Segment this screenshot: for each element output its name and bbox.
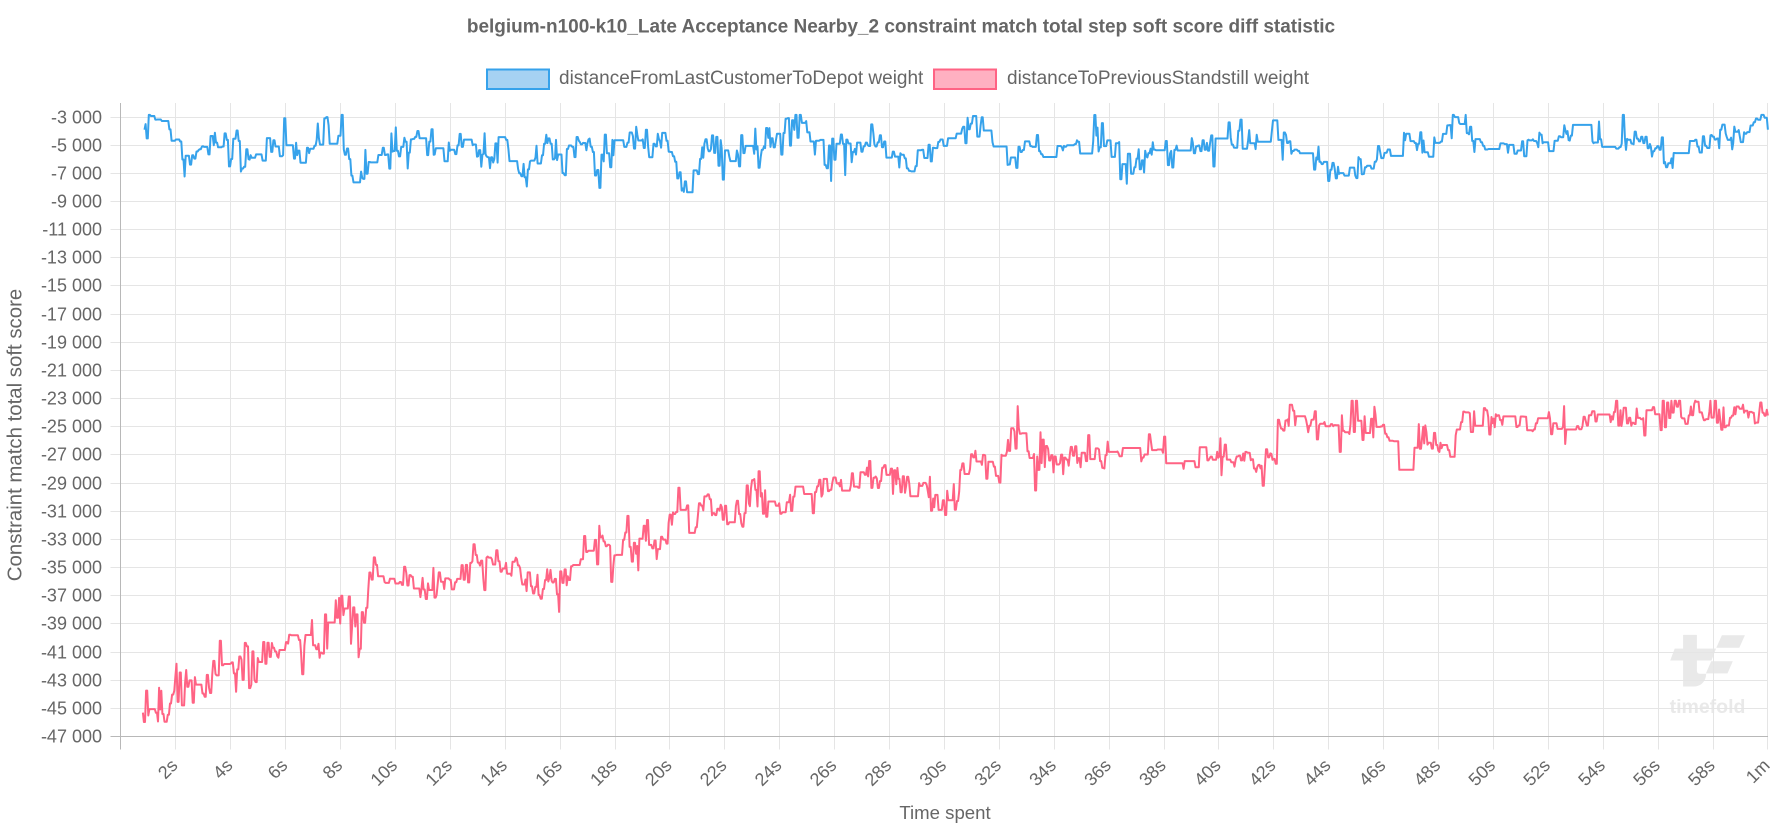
svg-text:-19 000: -19 000 — [41, 333, 102, 353]
svg-text:-45 000: -45 000 — [41, 699, 102, 719]
svg-text:-21 000: -21 000 — [41, 361, 102, 381]
svg-text:-29 000: -29 000 — [41, 474, 102, 494]
svg-text:-11 000: -11 000 — [42, 220, 102, 240]
svg-text:-5 000: -5 000 — [51, 136, 102, 156]
svg-text:-7 000: -7 000 — [51, 164, 102, 184]
svg-text:-27 000: -27 000 — [41, 445, 102, 465]
svg-text:-41 000: -41 000 — [41, 643, 102, 663]
svg-text:Time spent: Time spent — [899, 802, 991, 823]
svg-text:-33 000: -33 000 — [41, 530, 102, 550]
svg-text:-23 000: -23 000 — [41, 389, 102, 409]
svg-text:-35 000: -35 000 — [41, 558, 102, 578]
svg-text:distanceFromLastCustomerToDepo: distanceFromLastCustomerToDepot weight — [559, 68, 924, 89]
svg-text:-31 000: -31 000 — [41, 502, 102, 522]
svg-text:-43 000: -43 000 — [41, 671, 102, 691]
svg-text:-13 000: -13 000 — [41, 248, 102, 268]
svg-text:Constraint match total soft sc: Constraint match total soft score — [5, 289, 27, 581]
svg-text:-17 000: -17 000 — [41, 305, 102, 325]
svg-text:-3 000: -3 000 — [51, 108, 102, 128]
svg-text:-9 000: -9 000 — [51, 192, 102, 212]
svg-text:distanceToPreviousStandstill w: distanceToPreviousStandstill weight — [1007, 68, 1310, 89]
svg-text:-25 000: -25 000 — [41, 417, 102, 437]
svg-text:timefold: timefold — [1670, 696, 1746, 718]
svg-text:-15 000: -15 000 — [41, 276, 102, 296]
svg-text:belgium-n100-k10_Late Acceptan: belgium-n100-k10_Late Acceptance Nearby_… — [467, 17, 1336, 38]
svg-text:-39 000: -39 000 — [41, 614, 102, 634]
svg-text:-47 000: -47 000 — [41, 727, 102, 747]
svg-text:-37 000: -37 000 — [41, 586, 102, 606]
